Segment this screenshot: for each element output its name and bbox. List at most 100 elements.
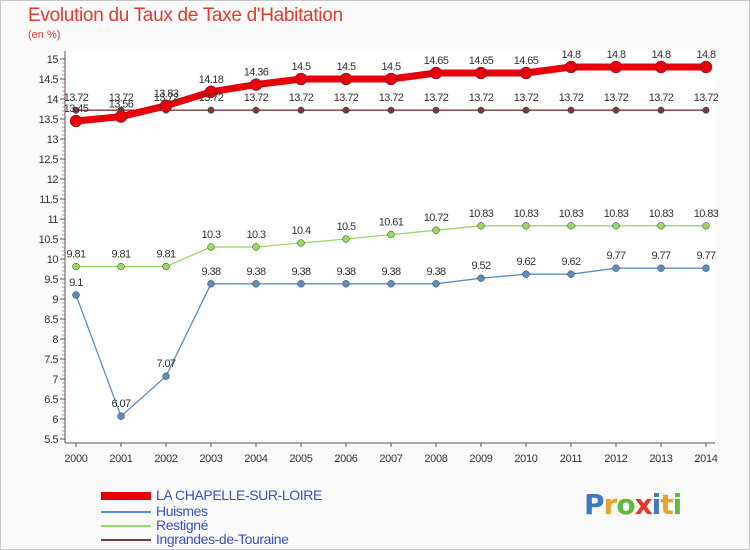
data-label-la-chapelle-sur-loire: 14.8 [696,49,715,61]
point-restigne [522,222,530,230]
point-ingrandes-de-touraine [477,106,485,114]
data-label-huismes: 9.38 [426,266,445,278]
data-label-la-chapelle-sur-loire: 13.45 [64,103,89,115]
legend-label: Huismes [156,503,208,519]
point-huismes [477,274,485,282]
legend-label: LA CHAPELLE-SUR-LOIRE [156,487,322,503]
x-tick-label: 2007 [379,453,402,465]
y-tick-label: 9 [52,294,58,306]
point-huismes [207,280,215,288]
data-label-la-chapelle-sur-loire: 14.5 [336,61,355,73]
y-tick-label: 11.5 [39,194,58,206]
proxiti-logo: Proxiti [584,488,682,521]
data-label-la-chapelle-sur-loire: 14.5 [291,61,310,73]
x-tick-label: 2006 [334,453,357,465]
x-tick-label: 2002 [154,453,177,465]
x-tick-label: 2008 [424,453,447,465]
data-label-restigne: 10.83 [559,208,584,220]
legend-swatch [101,492,151,500]
y-tick-label: 14.5 [39,74,59,86]
point-huismes [387,280,395,288]
data-label-ingrandes-de-touraine: 13.72 [514,92,539,104]
point-huismes [117,412,125,420]
y-tick-label: 11 [48,214,59,226]
point-la-chapelle-sur-loire [429,66,443,80]
y-tick-label: 7 [52,374,58,386]
point-huismes [72,291,80,299]
point-ingrandes-de-touraine [522,106,530,114]
y-tick-label: 8 [52,334,58,346]
y-tick-label: 15 [47,54,59,66]
point-restigne [162,262,170,271]
point-la-chapelle-sur-loire [609,60,623,74]
point-la-chapelle-sur-loire [564,60,578,74]
data-label-la-chapelle-sur-loire: 14.65 [469,55,494,67]
point-restigne [432,226,440,234]
data-label-la-chapelle-sur-loire: 14.65 [514,55,539,67]
x-tick-label: 2012 [604,453,627,465]
point-huismes [432,280,440,288]
plot-area [65,51,715,443]
y-tick-label: 7.5 [44,354,58,366]
data-label-huismes: 9.62 [516,256,535,268]
point-la-chapelle-sur-loire [69,114,83,128]
data-label-ingrandes-de-touraine: 13.72 [559,92,584,104]
data-label-ingrandes-de-touraine: 13.72 [649,92,674,104]
point-la-chapelle-sur-loire [339,72,353,86]
data-label-la-chapelle-sur-loire: 14.8 [606,49,625,61]
point-ingrandes-de-touraine [432,106,440,114]
point-la-chapelle-sur-loire [699,60,713,74]
point-restigne [207,243,215,251]
data-label-restigne: 10.83 [649,208,674,220]
point-huismes [702,264,710,272]
legend-swatch [101,539,151,541]
data-label-huismes: 9.38 [381,266,400,278]
point-la-chapelle-sur-loire [654,60,668,74]
y-tick-label: 10.5 [39,234,59,246]
data-label-la-chapelle-sur-loire: 14.8 [651,49,670,61]
data-label-ingrandes-de-touraine: 13.72 [334,92,359,104]
data-label-huismes: 9.38 [336,266,355,278]
y-tick-label: 5.5 [44,434,58,446]
point-ingrandes-de-touraine [342,106,350,114]
data-label-restigne: 9.81 [156,249,175,261]
point-restigne [612,222,620,230]
point-ingrandes-de-touraine [207,106,215,114]
data-label-huismes: 9.77 [606,250,625,262]
legend-swatch [101,511,151,513]
data-label-huismes: 9.38 [291,266,310,278]
data-label-la-chapelle-sur-loire: 14.18 [199,74,224,86]
chart-title: Evolution du Taux de Taxe d'Habitation [28,5,343,26]
data-label-ingrandes-de-touraine: 13.72 [244,92,269,104]
point-restigne [297,239,305,247]
y-tick-label: 12.5 [39,154,59,166]
data-label-restigne: 10.83 [469,208,494,220]
point-la-chapelle-sur-loire [294,72,308,86]
point-ingrandes-de-touraine [657,106,665,114]
point-huismes [657,264,665,272]
y-tick-label: 9.5 [44,274,58,286]
data-label-ingrandes-de-touraine: 13.72 [604,92,629,104]
point-la-chapelle-sur-loire [249,78,263,91]
data-label-ingrandes-de-touraine: 13.72 [379,92,404,104]
data-label-huismes: 9.62 [561,256,580,268]
point-restigne [252,243,260,251]
point-ingrandes-de-touraine [612,106,620,114]
point-ingrandes-de-touraine [72,106,80,114]
point-restigne [72,262,80,271]
point-ingrandes-de-touraine [252,106,260,114]
data-label-huismes: 9.38 [201,266,220,278]
point-huismes [297,280,305,288]
point-restigne [657,222,665,230]
point-la-chapelle-sur-loire [114,110,128,123]
data-label-huismes: 7.07 [156,358,175,370]
point-restigne [567,222,575,230]
x-tick-label: 2014 [694,453,717,465]
point-la-chapelle-sur-loire [519,66,533,80]
x-tick-label: 2009 [469,453,492,465]
data-label-ingrandes-de-touraine: 13.72 [694,92,719,104]
data-label-huismes: 9.77 [651,250,670,262]
data-label-ingrandes-de-touraine: 13.72 [469,92,494,104]
data-label-ingrandes-de-touraine: 13.72 [109,92,134,104]
